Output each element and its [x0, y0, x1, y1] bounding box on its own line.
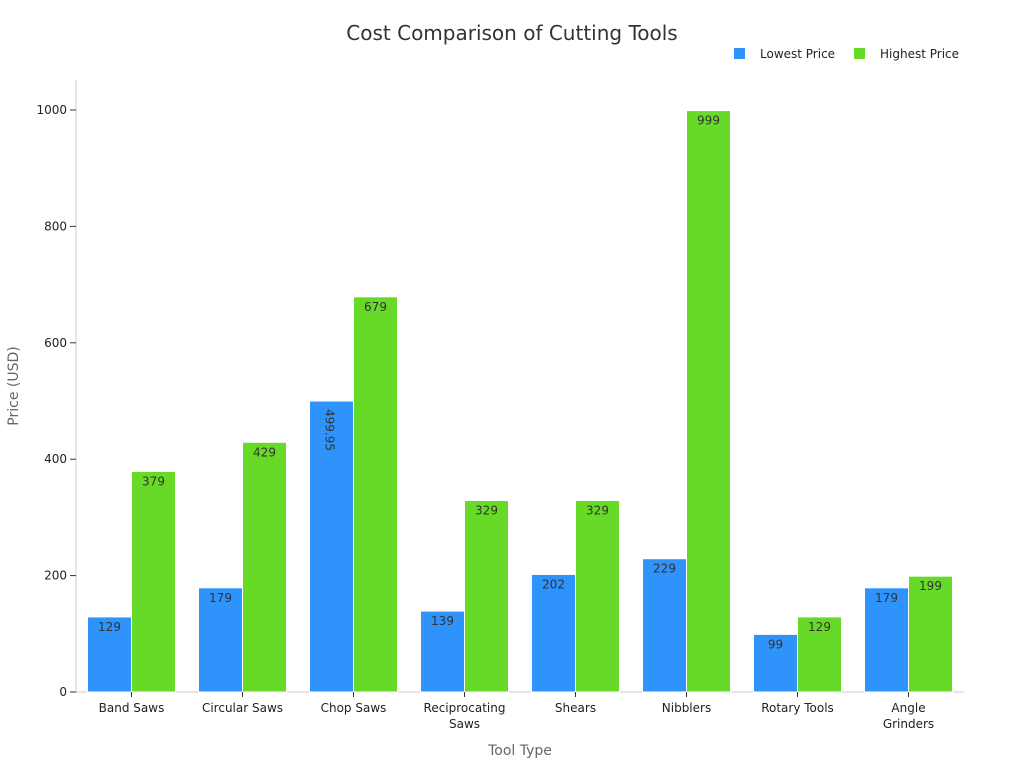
- bar-lowest-price: [864, 587, 909, 693]
- x-tick-label: Shears: [555, 701, 596, 715]
- data-label: 129: [98, 620, 121, 634]
- x-tick-label: Rotary Tools: [761, 701, 834, 715]
- y-tick-label: 1000: [36, 103, 67, 117]
- x-tick-label: Reciprocating: [424, 701, 506, 715]
- data-label: 499.95: [323, 409, 337, 451]
- data-label: 329: [586, 504, 609, 518]
- bars: [87, 110, 953, 693]
- bar-highest-price: [575, 500, 620, 693]
- chart-title: Cost Comparison of Cutting Tools: [346, 21, 677, 45]
- y-tick-label: 400: [44, 452, 67, 466]
- data-label: 139: [431, 614, 454, 628]
- bar-lowest-price: [642, 558, 687, 693]
- y-tick-label: 0: [59, 685, 67, 699]
- bar-highest-price: [131, 470, 176, 693]
- bar-lowest-price: [531, 573, 576, 693]
- bar-highest-price: [797, 616, 842, 693]
- x-tick-label: Saws: [449, 717, 480, 731]
- bar-lowest-price: [420, 610, 465, 693]
- bar-highest-price: [908, 575, 953, 693]
- y-ticks: 0 200 400 600 800 1000: [36, 103, 76, 699]
- x-tick-label: Circular Saws: [202, 701, 283, 715]
- y-tick-label: 800: [44, 219, 67, 233]
- x-tick-label: Chop Saws: [321, 701, 387, 715]
- x-axis-title: Tool Type: [487, 743, 552, 759]
- legend: Lowest Price Highest Price: [734, 47, 959, 61]
- legend-swatch-lowest: [734, 48, 745, 59]
- data-label: 179: [875, 591, 898, 605]
- legend-swatch-highest: [854, 48, 865, 59]
- data-label: 229: [653, 562, 676, 576]
- x-tick-label: Band Saws: [99, 701, 165, 715]
- bar-highest-price: [242, 441, 287, 693]
- y-tick-label: 600: [44, 336, 67, 350]
- bar-highest-price: [686, 110, 731, 693]
- legend-label-lowest: Lowest Price: [760, 47, 835, 61]
- x-ticks: Band Saws Circular Saws Chop Saws Reciproca…: [99, 692, 934, 731]
- bar-lowest-price: [753, 633, 798, 693]
- data-label: 329: [475, 504, 498, 518]
- legend-label-highest: Highest Price: [880, 47, 959, 61]
- bar-highest-price: [464, 500, 509, 693]
- data-label: 429: [253, 445, 276, 459]
- x-tick-label: Grinders: [883, 717, 934, 731]
- data-label: 99: [768, 637, 783, 651]
- data-label: 999: [697, 114, 720, 128]
- data-label: 129: [808, 620, 831, 634]
- x-tick-label: Nibblers: [662, 701, 711, 715]
- x-tick-label: Angle: [891, 701, 925, 715]
- data-label: 202: [542, 577, 565, 591]
- y-tick-label: 200: [44, 569, 67, 583]
- bar-lowest-price: [87, 616, 132, 693]
- data-label: 199: [919, 579, 942, 593]
- bar-highest-price: [353, 296, 398, 693]
- data-labels: 129379179429499.956791393292023292299999…: [98, 114, 942, 652]
- data-label: 679: [364, 300, 387, 314]
- data-label: 379: [142, 474, 165, 488]
- y-axis-title: Price (USD): [6, 346, 22, 425]
- data-label: 179: [209, 591, 232, 605]
